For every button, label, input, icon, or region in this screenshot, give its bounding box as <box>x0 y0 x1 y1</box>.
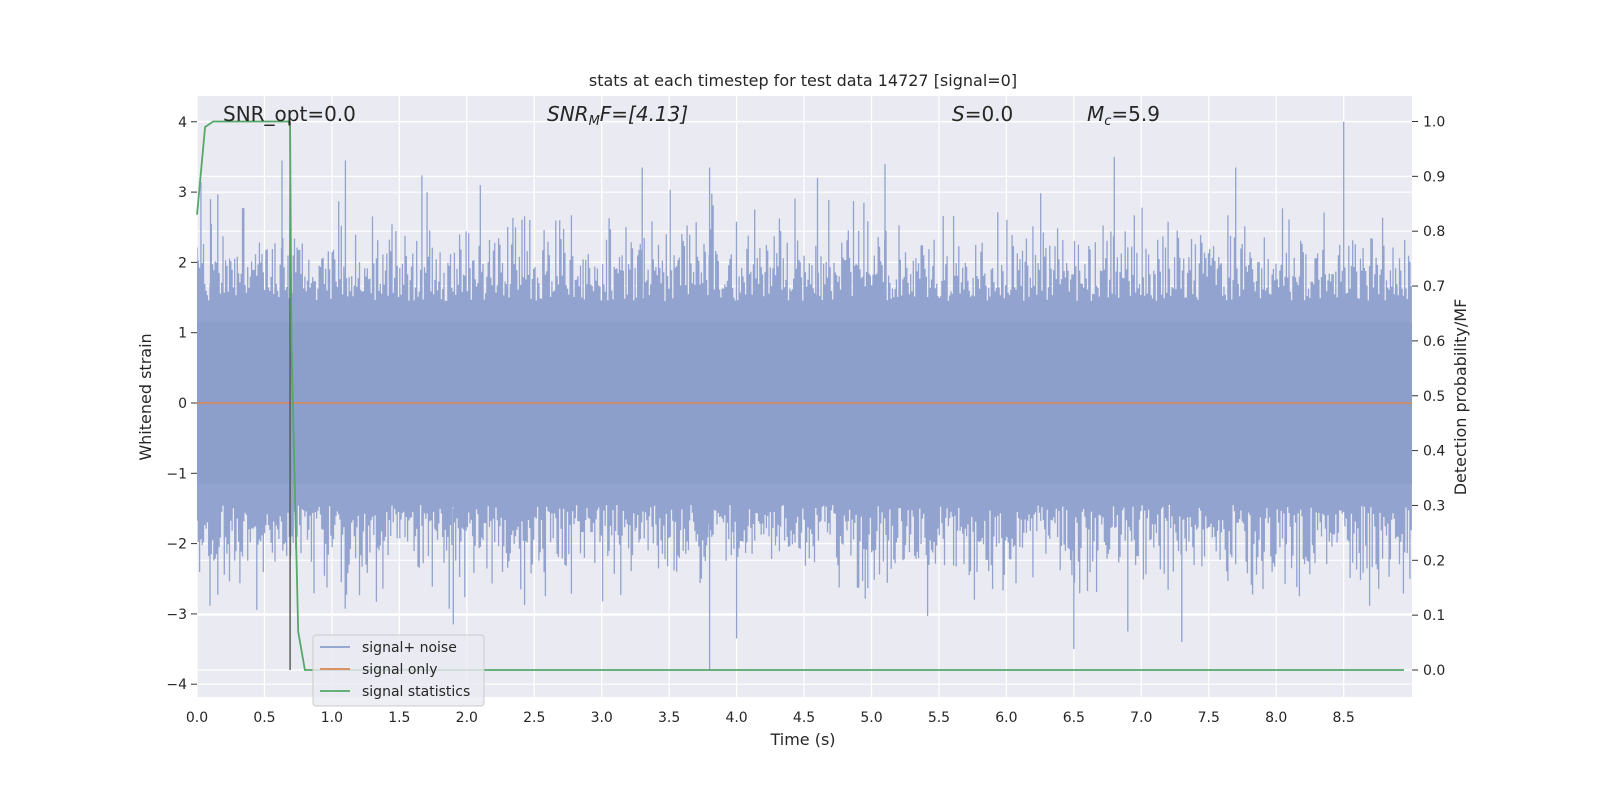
y2-tick-label: 0.2 <box>1423 553 1445 569</box>
y-tick-label: −3 <box>166 607 187 623</box>
y2-axis-ticks: 1.0 0.9 0.8 0.7 0.6 0.5 0.4 0.3 0.2 0.1 0.0 <box>1412 115 1445 679</box>
x-tick-label: 0.5 <box>253 710 275 726</box>
y-tick-label: 1 <box>178 326 187 342</box>
x-axis-ticks: 0.0 0.5 1.0 1.5 2.0 2.5 3.0 3.5 4.0 4.5 5.0 5.5 6.0 6… <box>186 710 1355 726</box>
legend-label-signal-only: signal only <box>362 662 437 678</box>
legend-box <box>312 634 485 707</box>
x-tick-label: 3.0 <box>591 710 613 726</box>
x-tick-label: 2.5 <box>523 710 545 726</box>
x-axis-label: Time (s) <box>769 730 835 749</box>
y-tick-label: 3 <box>178 185 187 201</box>
x-tick-label: 0.0 <box>186 710 208 726</box>
annotation-mc: Mc=5.9 <box>1087 102 1160 129</box>
y-tick-label: −1 <box>166 466 187 482</box>
x-tick-label: 1.0 <box>321 710 343 726</box>
legend-label-signal-statistics: signal statistics <box>362 684 470 700</box>
y2-tick-label: 0.8 <box>1423 224 1445 240</box>
annotation-s: S=0.0 <box>952 102 1013 126</box>
x-tick-label: 2.0 <box>456 710 478 726</box>
y-axis-ticks: 4 3 2 1 0 −1 −2 −3 −4 <box>166 115 197 693</box>
legend-label-signal-noise: signal+ noise <box>362 640 457 656</box>
y2-tick-label: 1.0 <box>1423 115 1445 131</box>
y2-tick-label: 0.6 <box>1423 334 1445 350</box>
series-signal-statistics <box>196 120 1404 671</box>
x-tick-label: 6.5 <box>1063 710 1085 726</box>
annotation-snr-opt: SNR_opt=0.0 <box>223 102 356 126</box>
x-tick-label: 5.0 <box>860 710 882 726</box>
x-tick-label: 7.5 <box>1198 710 1220 726</box>
y2-tick-label: 0.1 <box>1423 608 1445 624</box>
x-tick-label: 8.5 <box>1333 710 1355 726</box>
y2-tick-label: 0.4 <box>1423 444 1445 460</box>
y2-tick-label: 0.5 <box>1423 389 1445 405</box>
y2-tick-label: 0.9 <box>1423 169 1445 185</box>
chart-title: stats at each timestep for test data 147… <box>589 71 1017 90</box>
y-tick-label: 0 <box>178 396 187 412</box>
y2-tick-label: 0.7 <box>1423 279 1445 295</box>
legend: signal+ noise signal only signal statist… <box>312 634 485 707</box>
x-tick-label: 1.5 <box>388 710 410 726</box>
x-tick-label: 4.0 <box>725 710 747 726</box>
y2-axis-label: Detection probability/MF <box>1451 299 1470 496</box>
x-tick-label: 7.0 <box>1130 710 1152 726</box>
x-tick-label: 3.5 <box>658 710 680 726</box>
y-tick-label: −4 <box>166 677 187 693</box>
y2-tick-label: 0.3 <box>1423 498 1445 514</box>
y-tick-label: −2 <box>166 537 187 553</box>
annotation-snr-mf: SNRMF=[4.13] <box>547 102 688 129</box>
y-axis-label: Whitened strain <box>136 333 155 460</box>
y-tick-label: 2 <box>178 255 187 271</box>
x-tick-label: 5.5 <box>928 710 950 726</box>
x-tick-label: 8.0 <box>1265 710 1287 726</box>
x-tick-label: 4.5 <box>793 710 815 726</box>
x-tick-label: 6.0 <box>995 710 1017 726</box>
y-tick-label: 4 <box>178 115 187 131</box>
y2-tick-label: 0.0 <box>1423 663 1445 679</box>
